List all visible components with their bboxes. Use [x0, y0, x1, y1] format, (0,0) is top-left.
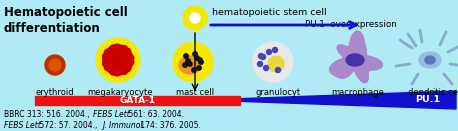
- Circle shape: [192, 68, 196, 72]
- Circle shape: [258, 53, 263, 59]
- Circle shape: [173, 42, 213, 82]
- Polygon shape: [330, 31, 382, 83]
- Text: Hematopoietic cell
differentiation: Hematopoietic cell differentiation: [4, 6, 128, 36]
- Circle shape: [253, 42, 293, 82]
- Circle shape: [184, 54, 188, 58]
- Circle shape: [273, 48, 278, 53]
- Text: macrophage: macrophage: [332, 88, 384, 97]
- Circle shape: [263, 66, 268, 70]
- Circle shape: [193, 52, 197, 56]
- Text: granulocyt: granulocyt: [256, 88, 300, 97]
- Text: hematopoietic stem cell: hematopoietic stem cell: [212, 8, 327, 17]
- Circle shape: [188, 62, 192, 66]
- Text: megakaryocyte: megakaryocyte: [87, 88, 153, 97]
- Circle shape: [190, 13, 200, 23]
- Circle shape: [195, 56, 199, 60]
- Text: mast cell: mast cell: [176, 88, 214, 97]
- Circle shape: [198, 58, 202, 62]
- Bar: [35, 96, 240, 105]
- Text: 572: 57. 2004.,: 572: 57. 2004.,: [37, 121, 100, 130]
- Text: GATA-1: GATA-1: [120, 96, 156, 105]
- Circle shape: [199, 60, 203, 64]
- Circle shape: [45, 55, 65, 75]
- Circle shape: [49, 59, 61, 71]
- Circle shape: [197, 66, 201, 70]
- Circle shape: [261, 54, 266, 59]
- Text: PU.1  overexpression: PU.1 overexpression: [305, 20, 397, 29]
- Circle shape: [183, 6, 207, 30]
- Text: J. Immunol.: J. Immunol.: [102, 121, 145, 130]
- Polygon shape: [103, 44, 134, 76]
- Text: 561: 63. 2004.: 561: 63. 2004.: [126, 110, 184, 119]
- Ellipse shape: [179, 56, 201, 74]
- Text: FEBS Lett.: FEBS Lett.: [93, 110, 132, 119]
- Polygon shape: [230, 91, 456, 109]
- Ellipse shape: [346, 54, 364, 66]
- Ellipse shape: [419, 52, 441, 68]
- Text: 174: 376. 2005.: 174: 376. 2005.: [138, 121, 201, 130]
- Circle shape: [276, 67, 280, 72]
- Text: FEBS Lett.: FEBS Lett.: [4, 121, 43, 130]
- Ellipse shape: [425, 56, 435, 64]
- Circle shape: [257, 61, 262, 67]
- Text: dendritic cell: dendritic cell: [408, 88, 458, 97]
- Circle shape: [267, 50, 272, 54]
- Text: BBRC 313: 516. 2004.,: BBRC 313: 516. 2004.,: [4, 110, 92, 119]
- Circle shape: [268, 56, 284, 72]
- Circle shape: [186, 59, 190, 63]
- Text: PU.1: PU.1: [415, 95, 441, 105]
- Circle shape: [183, 63, 187, 67]
- Text: erythroid: erythroid: [36, 88, 74, 97]
- Circle shape: [96, 38, 140, 82]
